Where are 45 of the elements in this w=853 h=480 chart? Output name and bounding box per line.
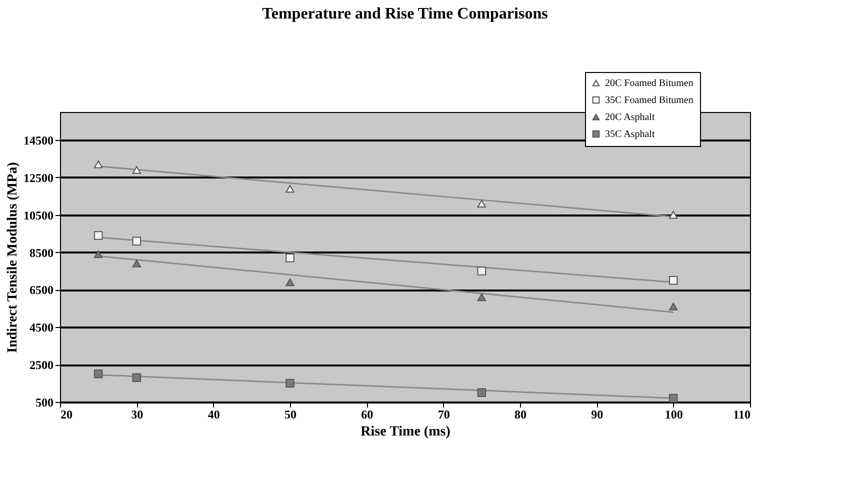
y-tick-label: 4500 — [30, 320, 54, 335]
y-tick-label: 14500 — [24, 134, 54, 148]
x-tick-label: 110 — [733, 408, 750, 422]
point — [477, 293, 486, 302]
legend-label: 35C Asphalt — [605, 129, 655, 140]
legend-label: 35C Foamed Bitumen — [605, 95, 694, 106]
x-axis-title: Rise Time (ms) — [360, 424, 451, 440]
point — [286, 254, 294, 262]
y-tick-label: 500 — [36, 396, 54, 410]
legend-label: 20C Asphalt — [605, 112, 655, 123]
x-tick-label: 80 — [514, 408, 526, 422]
x-tick-label: 90 — [591, 408, 604, 422]
y-tick-label: 2500 — [30, 358, 54, 372]
x-tick-label: 40 — [208, 408, 220, 422]
point — [668, 276, 678, 285]
y-tick-label: 10500 — [24, 208, 54, 222]
point — [94, 250, 103, 258]
point — [477, 200, 486, 208]
x-tick-label: 60 — [361, 408, 374, 422]
legend-label: 20C Foamed Bitumen — [605, 78, 694, 89]
chart-title: Temperature and Rise Time Comparisons — [262, 6, 548, 22]
x-tick-label: 70 — [438, 408, 450, 422]
point — [94, 160, 103, 168]
point — [94, 231, 103, 240]
point — [94, 370, 103, 378]
point — [132, 166, 142, 174]
point — [286, 278, 294, 286]
x-tick-label: 50 — [284, 408, 296, 422]
x-tick-label: 30 — [131, 408, 144, 422]
point — [477, 266, 486, 276]
y-tick-label: 6500 — [30, 283, 54, 298]
point — [286, 378, 294, 388]
point — [286, 184, 294, 193]
y-tick-label: 8500 — [30, 246, 54, 260]
point — [668, 394, 678, 403]
point — [477, 388, 486, 398]
y-axis-title: Indirect Tensile Modulus (MPa) — [6, 162, 20, 353]
x-tick-label: 20 — [60, 408, 72, 422]
point — [132, 236, 142, 246]
x-tick-label: 100 — [664, 408, 683, 422]
y-tick-label: 12500 — [24, 170, 54, 185]
point — [668, 211, 678, 219]
point — [132, 260, 142, 268]
point — [132, 373, 142, 382]
point — [668, 302, 678, 310]
